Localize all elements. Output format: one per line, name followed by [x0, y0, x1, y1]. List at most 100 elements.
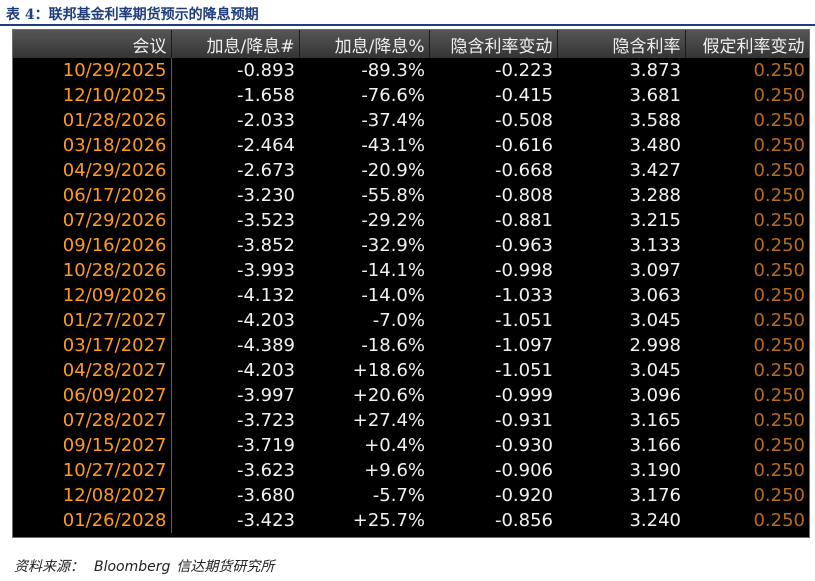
cell-hikes-cuts-count: -3.230: [236, 185, 295, 206]
header-implied-rate-change[interactable]: 隐含利率变动: [429, 30, 558, 58]
table-row: 04/29/2026 -2.673 -20.9% -0.668 3.427 0.250: [13, 158, 809, 183]
cell-implied-rate-change: -0.998: [494, 260, 553, 281]
cell-assumed-rate-change: 0.250: [753, 185, 805, 206]
cell-hikes-cuts-pct: -18.6%: [361, 335, 425, 356]
cell-hikes-cuts-pct: +20.6%: [352, 385, 425, 406]
cell-hikes-cuts-count: -4.389: [236, 335, 295, 356]
cell-implied-rate-change: -0.508: [494, 110, 553, 131]
table-row: 12/08/2027 -3.680 -5.7% -0.920 3.176 0.250: [13, 483, 809, 508]
cell-hikes-cuts-pct: -7.0%: [372, 310, 425, 331]
table-row: 09/16/2026 -3.852 -32.9% -0.963 3.133 0.250: [13, 233, 809, 258]
cell-implied-rate-change: -0.616: [494, 135, 553, 156]
cell-assumed-rate-change: 0.250: [753, 385, 805, 406]
cell-implied-rate: 3.480: [629, 135, 681, 156]
cell-hikes-cuts-count: -3.993: [236, 260, 295, 281]
table-row: 07/29/2026 -3.523 -29.2% -0.881 3.215 0.250: [13, 208, 809, 233]
cell-implied-rate-change: -1.097: [494, 335, 553, 356]
cell-meeting-date: 03/17/2027: [13, 333, 172, 358]
cell-hikes-cuts-pct: +25.7%: [352, 510, 425, 531]
header-implied-rate[interactable]: 隐含利率: [557, 30, 686, 58]
cell-implied-rate: 3.165: [629, 410, 681, 431]
cell-meeting-date: 12/08/2027: [13, 483, 172, 508]
table-row: 01/27/2027 -4.203 -7.0% -1.051 3.045 0.250: [13, 308, 809, 333]
table-row: 03/18/2026 -2.464 -43.1% -0.616 3.480 0.250: [13, 133, 809, 158]
cell-hikes-cuts-pct: -29.2%: [361, 210, 425, 231]
cell-meeting-date: 07/29/2026: [13, 208, 172, 233]
cell-assumed-rate-change: 0.250: [753, 285, 805, 306]
table-row: 12/09/2026 -4.132 -14.0% -1.033 3.063 0.250: [13, 283, 809, 308]
cell-assumed-rate-change: 0.250: [753, 85, 805, 106]
cell-assumed-rate-change: 0.250: [753, 260, 805, 281]
cell-hikes-cuts-pct: +27.4%: [352, 410, 425, 431]
table-row: 01/26/2028 -3.423 +25.7% -0.856 3.240 0.250: [13, 508, 809, 533]
caption-divider: [0, 24, 815, 26]
header-hikes-cuts-pct[interactable]: 加息/降息%: [299, 30, 430, 58]
header-assumed-rate-change[interactable]: 假定利率变动: [685, 30, 809, 58]
cell-meeting-date: 10/27/2027: [13, 458, 172, 483]
cell-implied-rate: 3.096: [629, 385, 681, 406]
table-row: 09/15/2027 -3.719 +0.4% -0.930 3.166 0.250: [13, 433, 809, 458]
cell-hikes-cuts-pct: -37.4%: [361, 110, 425, 131]
source-org: 信达期货研究所: [176, 559, 275, 575]
cell-meeting-date: 09/16/2026: [13, 233, 172, 258]
cell-implied-rate: 3.288: [629, 185, 681, 206]
cell-hikes-cuts-pct: +18.6%: [352, 360, 425, 381]
cell-assumed-rate-change: 0.250: [753, 460, 805, 481]
cell-hikes-cuts-count: -3.997: [236, 385, 295, 406]
cell-implied-rate-change: -0.856: [494, 510, 553, 531]
header-meeting[interactable]: 会议: [13, 30, 172, 58]
cell-hikes-cuts-count: -3.723: [236, 410, 295, 431]
cell-implied-rate-change: -0.920: [494, 485, 553, 506]
cell-implied-rate-change: -0.963: [494, 235, 553, 256]
table-row: 06/09/2027 -3.997 +20.6% -0.999 3.096 0.250: [13, 383, 809, 408]
source-name: Bloomberg: [94, 559, 171, 575]
cell-implied-rate: 3.240: [629, 510, 681, 531]
cell-implied-rate: 3.588: [629, 110, 681, 131]
cell-implied-rate-change: -1.051: [494, 310, 553, 331]
cell-implied-rate: 3.045: [629, 360, 681, 381]
cell-hikes-cuts-pct: +9.6%: [364, 460, 425, 481]
cell-hikes-cuts-count: -3.423: [236, 510, 295, 531]
source-note: 资料来源： Bloomberg 信达期货研究所: [14, 556, 274, 576]
cell-assumed-rate-change: 0.250: [753, 510, 805, 531]
fed-funds-futures-table: 会议 加息/降息# 加息/降息% 隐含利率变动 隐含利率 假定利率变动 10/2…: [13, 30, 809, 533]
cell-implied-rate-change: -1.033: [494, 285, 553, 306]
cell-assumed-rate-change: 0.250: [753, 310, 805, 331]
cell-hikes-cuts-pct: -55.8%: [361, 185, 425, 206]
cell-meeting-date: 07/28/2027: [13, 408, 172, 433]
rate-expectation-panel: 会议 加息/降息# 加息/降息% 隐含利率变动 隐含利率 假定利率变动 10/2…: [12, 29, 810, 538]
table-header-row: 会议 加息/降息# 加息/降息% 隐含利率变动 隐含利率 假定利率变动: [13, 30, 809, 58]
cell-assumed-rate-change: 0.250: [753, 410, 805, 431]
cell-hikes-cuts-pct: +0.4%: [364, 435, 425, 456]
cell-hikes-cuts-count: -1.658: [236, 85, 295, 106]
cell-assumed-rate-change: 0.250: [753, 360, 805, 381]
cell-assumed-rate-change: 0.250: [753, 135, 805, 156]
cell-assumed-rate-change: 0.250: [753, 60, 805, 81]
cell-hikes-cuts-count: -3.719: [236, 435, 295, 456]
cell-meeting-date: 01/27/2027: [13, 308, 172, 333]
cell-hikes-cuts-count: -0.893: [236, 60, 295, 81]
table-row: 04/28/2027 -4.203 +18.6% -1.051 3.045 0.250: [13, 358, 809, 383]
cell-meeting-date: 04/29/2026: [13, 158, 172, 183]
table-body: 10/29/2025 -0.893 -89.3% -0.223 3.873 0.250 12…: [13, 58, 809, 533]
cell-hikes-cuts-count: -3.623: [236, 460, 295, 481]
source-label: 资料来源：: [14, 559, 84, 575]
cell-meeting-date: 06/09/2027: [13, 383, 172, 408]
cell-implied-rate: 2.998: [629, 335, 681, 356]
header-hikes-cuts-count[interactable]: 加息/降息#: [171, 30, 300, 58]
table-row: 10/27/2027 -3.623 +9.6% -0.906 3.190 0.250: [13, 458, 809, 483]
cell-implied-rate-change: -1.051: [494, 360, 553, 381]
table-row: 10/29/2025 -0.893 -89.3% -0.223 3.873 0.250: [13, 58, 809, 83]
cell-implied-rate: 3.681: [629, 85, 681, 106]
cell-meeting-date: 10/28/2026: [13, 258, 172, 283]
cell-implied-rate: 3.133: [629, 235, 681, 256]
table-row: 07/28/2027 -3.723 +27.4% -0.931 3.165 0.250: [13, 408, 809, 433]
cell-hikes-cuts-count: -3.680: [236, 485, 295, 506]
cell-implied-rate-change: -0.881: [494, 210, 553, 231]
cell-hikes-cuts-count: -3.852: [236, 235, 295, 256]
cell-meeting-date: 04/28/2027: [13, 358, 172, 383]
cell-assumed-rate-change: 0.250: [753, 335, 805, 356]
cell-implied-rate-change: -0.668: [494, 160, 553, 181]
cell-meeting-date: 01/28/2026: [13, 108, 172, 133]
cell-meeting-date: 01/26/2028: [13, 508, 172, 533]
